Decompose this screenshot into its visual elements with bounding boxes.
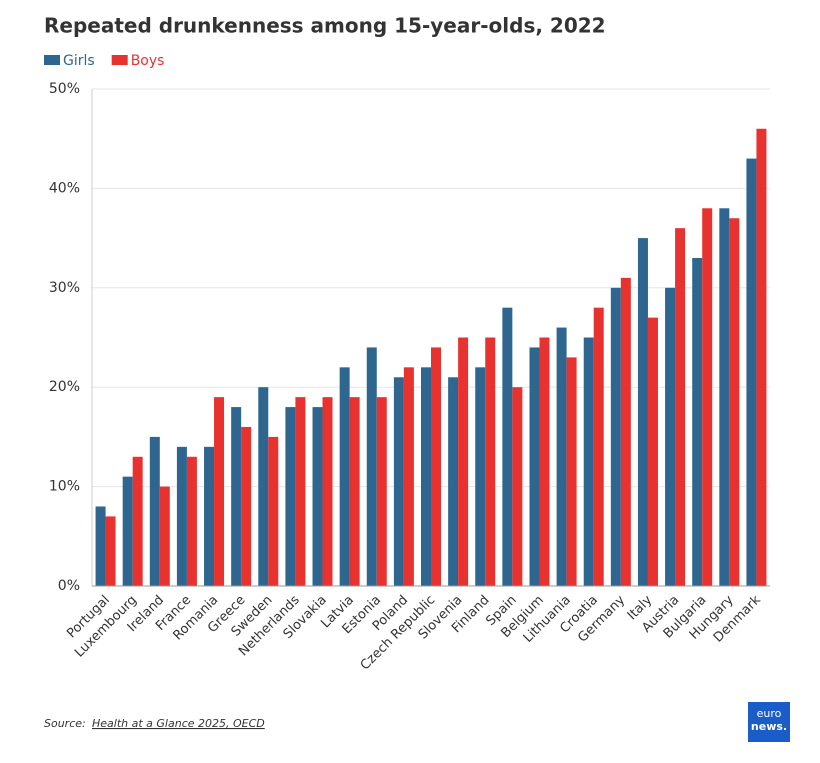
bar [512,387,523,586]
bar [458,337,469,586]
y-tick-label: 20% [49,379,80,395]
bar [475,367,486,586]
bar [593,307,604,586]
bar [393,377,404,586]
bar [556,327,567,586]
bar [339,367,350,586]
bar [719,208,730,586]
bar [566,357,577,586]
legend-swatch [44,55,60,65]
bar [702,208,713,586]
bar [485,337,496,586]
bar [159,486,170,586]
bar [620,277,631,586]
logo-text: euro [757,707,782,720]
bar [431,347,441,586]
bar [295,397,306,586]
bar [105,516,116,586]
bar [95,506,106,586]
source-label: Source: [44,717,86,730]
bar [132,456,143,586]
bar [204,446,215,586]
bar [502,307,513,586]
bar [529,347,540,586]
bar [176,446,187,586]
bar [729,218,740,586]
chart-title: Repeated drunkenness among 15-year-olds,… [44,14,606,38]
bar [214,397,225,586]
bar [231,407,242,586]
legend-swatch [111,55,128,65]
y-tick-label: 0% [58,578,80,594]
bar [647,317,658,586]
legend: Girls Boys [44,53,164,69]
bar [186,456,197,586]
bar [285,407,296,586]
bar [403,367,414,586]
logo-text: news. [751,720,787,733]
bar [349,397,360,586]
bar [756,128,767,586]
bar [637,238,648,586]
bar [610,287,621,586]
bar [448,377,459,586]
bar [241,426,252,586]
bar [583,337,594,586]
bar [746,158,757,586]
y-tick-label: 30% [49,280,80,296]
bar [421,367,431,586]
bar [692,257,703,586]
bar [366,347,377,586]
bar [268,436,279,586]
y-tick-label: 40% [49,180,80,196]
y-tick-label: 50% [49,81,80,97]
legend-label: Boys [131,53,165,69]
source-link[interactable]: Health at a Glance 2025, OECD [92,717,265,730]
y-tick-label: 10% [49,479,80,495]
legend-label: Girls [63,53,95,69]
bar [675,228,686,586]
bar [376,397,387,586]
bar [258,387,269,586]
bar [665,287,676,586]
bar [312,407,323,586]
bar [322,397,333,586]
logo-box [748,702,790,742]
bar [149,436,160,586]
bar [122,476,133,586]
bar [539,337,550,586]
